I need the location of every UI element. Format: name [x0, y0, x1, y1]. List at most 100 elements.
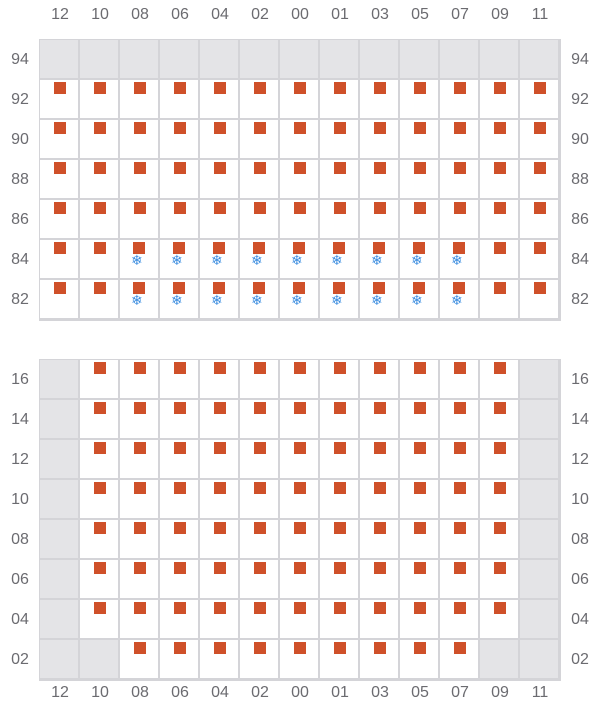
seat-cell[interactable]	[360, 600, 400, 640]
seat-cell[interactable]	[80, 160, 120, 200]
seat-cell[interactable]	[280, 160, 320, 200]
seat-cell[interactable]	[120, 200, 160, 240]
seat-cell[interactable]	[80, 560, 120, 600]
seat-cell[interactable]	[200, 400, 240, 440]
seat-cell[interactable]	[320, 200, 360, 240]
seat-cell[interactable]	[80, 80, 120, 120]
seat-cell[interactable]	[240, 640, 280, 680]
seat-cell[interactable]: ❄	[440, 240, 480, 280]
seat-cell[interactable]	[160, 120, 200, 160]
seat-cell[interactable]	[80, 280, 120, 320]
seat-cell[interactable]	[40, 120, 80, 160]
seat-cell[interactable]	[320, 600, 360, 640]
seat-cell[interactable]	[360, 560, 400, 600]
seat-cell[interactable]	[440, 480, 480, 520]
seat-cell[interactable]	[280, 360, 320, 400]
seat-cell[interactable]	[280, 200, 320, 240]
seat-cell[interactable]	[40, 200, 80, 240]
seat-cell[interactable]	[40, 160, 80, 200]
seat-cell[interactable]	[40, 280, 80, 320]
seat-cell[interactable]	[120, 520, 160, 560]
seat-cell[interactable]	[80, 200, 120, 240]
seat-cell[interactable]	[40, 80, 80, 120]
seat-cell[interactable]	[440, 200, 480, 240]
seat-cell[interactable]	[440, 360, 480, 400]
seat-cell[interactable]	[400, 200, 440, 240]
seat-cell[interactable]	[480, 360, 520, 400]
seat-cell[interactable]: ❄	[400, 280, 440, 320]
seat-cell[interactable]	[240, 160, 280, 200]
seat-cell[interactable]	[320, 120, 360, 160]
seat-cell[interactable]	[520, 160, 560, 200]
seat-cell[interactable]: ❄	[160, 240, 200, 280]
seat-cell[interactable]	[120, 160, 160, 200]
seat-cell[interactable]	[480, 280, 520, 320]
seat-cell[interactable]	[520, 200, 560, 240]
seat-cell[interactable]	[120, 440, 160, 480]
seat-cell[interactable]	[320, 440, 360, 480]
seat-cell[interactable]	[200, 120, 240, 160]
seat-cell[interactable]	[520, 280, 560, 320]
seat-cell[interactable]	[320, 80, 360, 120]
seat-cell[interactable]	[280, 80, 320, 120]
seat-cell[interactable]	[320, 400, 360, 440]
seat-cell[interactable]	[480, 440, 520, 480]
seat-cell[interactable]	[480, 520, 520, 560]
seat-cell[interactable]	[480, 200, 520, 240]
seat-cell[interactable]	[360, 480, 400, 520]
seat-cell[interactable]	[320, 560, 360, 600]
seat-cell[interactable]	[480, 160, 520, 200]
seat-cell[interactable]	[160, 480, 200, 520]
seat-cell[interactable]	[440, 400, 480, 440]
seat-cell[interactable]	[200, 360, 240, 400]
seat-cell[interactable]	[400, 640, 440, 680]
seat-cell[interactable]	[400, 560, 440, 600]
seat-cell[interactable]	[440, 560, 480, 600]
seat-cell[interactable]: ❄	[160, 280, 200, 320]
seat-cell[interactable]	[360, 440, 400, 480]
seat-cell[interactable]	[360, 200, 400, 240]
seat-cell[interactable]	[160, 200, 200, 240]
seat-cell[interactable]	[120, 80, 160, 120]
seat-cell[interactable]	[440, 440, 480, 480]
seat-cell[interactable]	[360, 360, 400, 400]
seat-cell[interactable]: ❄	[200, 280, 240, 320]
seat-cell[interactable]: ❄	[320, 240, 360, 280]
seat-cell[interactable]	[200, 520, 240, 560]
seat-cell[interactable]	[40, 240, 80, 280]
seat-cell[interactable]	[400, 600, 440, 640]
seat-cell[interactable]: ❄	[360, 240, 400, 280]
seat-cell[interactable]	[480, 480, 520, 520]
seat-cell[interactable]	[200, 160, 240, 200]
seat-cell[interactable]	[520, 240, 560, 280]
seat-cell[interactable]	[400, 520, 440, 560]
seat-cell[interactable]	[160, 400, 200, 440]
seat-cell[interactable]	[160, 80, 200, 120]
seat-cell[interactable]	[480, 560, 520, 600]
seat-cell[interactable]	[240, 80, 280, 120]
seat-cell[interactable]	[240, 360, 280, 400]
seat-cell[interactable]	[160, 160, 200, 200]
seat-cell[interactable]	[200, 200, 240, 240]
seat-cell[interactable]	[80, 600, 120, 640]
seat-cell[interactable]	[400, 120, 440, 160]
seat-cell[interactable]	[480, 400, 520, 440]
seat-cell[interactable]	[240, 440, 280, 480]
seat-cell[interactable]	[200, 480, 240, 520]
seat-cell[interactable]	[120, 120, 160, 160]
seat-cell[interactable]	[480, 80, 520, 120]
seat-cell[interactable]	[240, 400, 280, 440]
seat-cell[interactable]	[520, 80, 560, 120]
seat-cell[interactable]: ❄	[120, 280, 160, 320]
seat-cell[interactable]	[320, 520, 360, 560]
seat-cell[interactable]: ❄	[240, 280, 280, 320]
seat-cell[interactable]	[440, 120, 480, 160]
seat-cell[interactable]	[480, 120, 520, 160]
seat-cell[interactable]	[480, 240, 520, 280]
seat-cell[interactable]	[360, 80, 400, 120]
seat-cell[interactable]	[280, 440, 320, 480]
seat-cell[interactable]	[80, 360, 120, 400]
seat-cell[interactable]	[80, 400, 120, 440]
seat-cell[interactable]	[280, 560, 320, 600]
seat-cell[interactable]	[240, 600, 280, 640]
